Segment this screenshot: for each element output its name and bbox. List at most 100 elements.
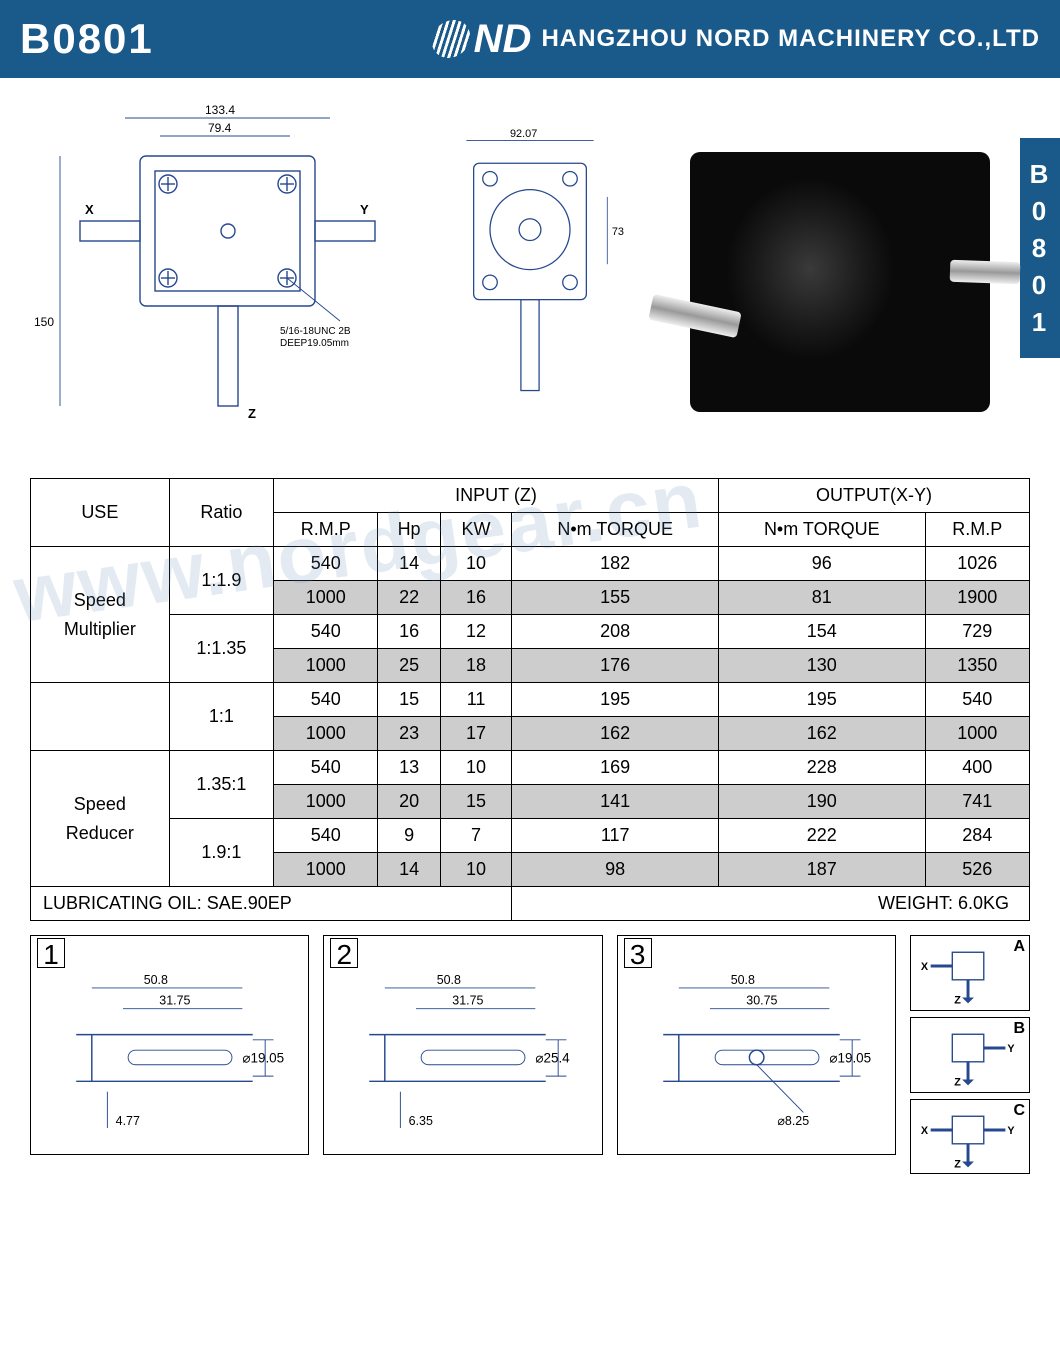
cell-onm: 228 [718, 751, 925, 785]
cell-rmp: 1000 [274, 649, 378, 683]
cell-rmp: 1000 [274, 717, 378, 751]
table-row: 1.9:154097117222284 [31, 819, 1030, 853]
th-nm: N•m TORQUE [512, 513, 719, 547]
th-rmp: R.M.P [274, 513, 378, 547]
cell-kw: 10 [440, 751, 512, 785]
cell-nm: 155 [512, 581, 719, 615]
cell-nm: 176 [512, 649, 719, 683]
cell-onm: 190 [718, 785, 925, 819]
cell-onm: 96 [718, 547, 925, 581]
cell-ratio: 1.35:1 [169, 751, 273, 819]
model-number: B0801 [20, 15, 174, 63]
config-label: B [1013, 1020, 1025, 1038]
cell-rmp: 1000 [274, 853, 378, 887]
logo-badge: ND [432, 17, 532, 62]
cell-hp: 22 [378, 581, 440, 615]
cell-kw: 7 [440, 819, 512, 853]
svg-text:50.8: 50.8 [144, 973, 168, 987]
th-output: OUTPUT(X-Y) [718, 479, 1029, 513]
cell-kw: 16 [440, 581, 512, 615]
table-row: 1:15401511195195540 [31, 683, 1030, 717]
front-view-drawing: 133.4 79.4 X Y Z 150 5/16-18UNC 2B [30, 96, 410, 468]
svg-text:4.77: 4.77 [116, 1114, 140, 1128]
cell-hp: 16 [378, 615, 440, 649]
cell-kw: 10 [440, 547, 512, 581]
cell-hp: 14 [378, 547, 440, 581]
thread-note1: 5/16-18UNC 2B [280, 326, 351, 337]
cell-nm: 141 [512, 785, 719, 819]
cell-onm: 222 [718, 819, 925, 853]
cell-ratio: 1:1.35 [169, 615, 273, 683]
svg-text:Y: Y [1007, 1125, 1015, 1137]
cell-onm: 81 [718, 581, 925, 615]
svg-text:31.75: 31.75 [453, 994, 484, 1008]
config-C: C X Y Z [910, 1099, 1030, 1175]
cell-hp: 23 [378, 717, 440, 751]
shaft-detail-row: 1 50.8 31.75 ⌀19.05 4.77 2 50.8 31.75 [0, 921, 1060, 1194]
shaft-detail-1: 1 50.8 31.75 ⌀19.05 4.77 [30, 935, 309, 1155]
svg-text:Z: Z [954, 994, 961, 1006]
table-row: SpeedMultiplier1:1.95401410182961026 [31, 547, 1030, 581]
cell-hp: 13 [378, 751, 440, 785]
footer-oil: LUBRICATING OIL: SAE.90EP [31, 887, 512, 921]
logo-group: ND HANGZHOU NORD MACHINERY CO.,LTD [432, 17, 1040, 62]
config-label: C [1013, 1102, 1025, 1120]
side-view-drawing: 92.07 73 [430, 96, 630, 468]
th-hp: Hp [378, 513, 440, 547]
gearbox-photo [690, 152, 990, 412]
cell-hp: 14 [378, 853, 440, 887]
svg-text:X: X [921, 961, 929, 973]
cell-ratio: 1:1.9 [169, 547, 273, 615]
cell-nm: 195 [512, 683, 719, 717]
logo-stripes-icon [429, 20, 472, 58]
thread-note2: DEEP19.05mm [280, 338, 349, 349]
cell-nm: 182 [512, 547, 719, 581]
cell-onm: 195 [718, 683, 925, 717]
shaft-number: 1 [37, 938, 65, 968]
svg-text:Y: Y [1007, 1043, 1015, 1055]
cell-rmp: 540 [274, 615, 378, 649]
company-name: HANGZHOU NORD MACHINERY CO.,LTD [541, 25, 1040, 53]
cell-hp: 9 [378, 819, 440, 853]
svg-text:Z: Z [954, 1158, 961, 1170]
cell-kw: 12 [440, 615, 512, 649]
product-photo [650, 96, 1030, 468]
cell-use: SpeedMultiplier [31, 547, 170, 683]
cell-rmp: 540 [274, 819, 378, 853]
config-B: B Y Z [910, 1017, 1030, 1093]
th-input: INPUT (Z) [274, 479, 719, 513]
axis-y: Y [360, 202, 369, 217]
cell-nm: 117 [512, 819, 719, 853]
cell-kw: 18 [440, 649, 512, 683]
svg-text:⌀25.4: ⌀25.4 [536, 1051, 571, 1066]
cell-ormp: 1900 [925, 581, 1029, 615]
shaft-number: 2 [330, 938, 358, 968]
cell-use [31, 683, 170, 751]
cell-nm: 162 [512, 717, 719, 751]
axis-x: X [85, 202, 94, 217]
cell-onm: 162 [718, 717, 925, 751]
cell-kw: 15 [440, 785, 512, 819]
cell-kw: 10 [440, 853, 512, 887]
cell-ormp: 1026 [925, 547, 1029, 581]
svg-text:Z: Z [954, 1076, 961, 1088]
th-use: USE [31, 479, 170, 547]
cell-ormp: 729 [925, 615, 1029, 649]
cell-onm: 130 [718, 649, 925, 683]
dim-133: 133.4 [205, 103, 235, 117]
svg-text:6.35: 6.35 [409, 1114, 433, 1128]
config-label: A [1013, 938, 1025, 956]
cell-ormp: 741 [925, 785, 1029, 819]
th-ratio: Ratio [169, 479, 273, 547]
svg-text:⌀19.05: ⌀19.05 [829, 1051, 871, 1066]
svg-text:X: X [921, 1125, 929, 1137]
cell-ormp: 526 [925, 853, 1029, 887]
cell-nm: 98 [512, 853, 719, 887]
dim-79: 79.4 [208, 121, 232, 135]
svg-text:31.75: 31.75 [159, 994, 190, 1008]
cell-use: SpeedReducer [31, 751, 170, 887]
footer-weight: WEIGHT: 6.0KG [512, 887, 1030, 921]
cell-hp: 25 [378, 649, 440, 683]
technical-drawings: 133.4 79.4 X Y Z 150 5/16-18UNC 2B [0, 78, 1060, 478]
table-row: 1:1.355401612208154729 [31, 615, 1030, 649]
